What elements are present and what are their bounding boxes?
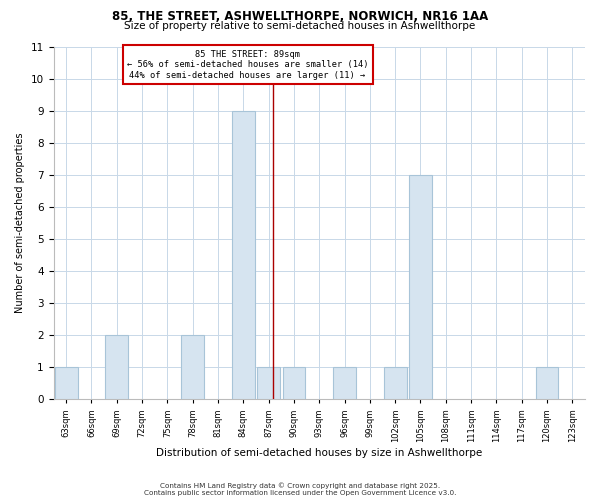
Y-axis label: Number of semi-detached properties: Number of semi-detached properties: [15, 132, 25, 313]
Text: 85, THE STREET, ASHWELLTHORPE, NORWICH, NR16 1AA: 85, THE STREET, ASHWELLTHORPE, NORWICH, …: [112, 10, 488, 23]
Bar: [536, 367, 559, 399]
Bar: [333, 367, 356, 399]
Text: Contains public sector information licensed under the Open Government Licence v3: Contains public sector information licen…: [144, 490, 456, 496]
Bar: [409, 174, 432, 399]
Bar: [384, 367, 407, 399]
Text: 85 THE STREET: 89sqm
← 56% of semi-detached houses are smaller (14)
44% of semi-: 85 THE STREET: 89sqm ← 56% of semi-detac…: [127, 50, 368, 80]
Text: Size of property relative to semi-detached houses in Ashwellthorpe: Size of property relative to semi-detach…: [124, 21, 476, 31]
X-axis label: Distribution of semi-detached houses by size in Ashwellthorpe: Distribution of semi-detached houses by …: [156, 448, 482, 458]
Bar: [257, 367, 280, 399]
Text: Contains HM Land Registry data © Crown copyright and database right 2025.: Contains HM Land Registry data © Crown c…: [160, 482, 440, 489]
Bar: [181, 335, 204, 399]
Bar: [232, 110, 255, 399]
Bar: [106, 335, 128, 399]
Bar: [55, 367, 77, 399]
Bar: [283, 367, 305, 399]
